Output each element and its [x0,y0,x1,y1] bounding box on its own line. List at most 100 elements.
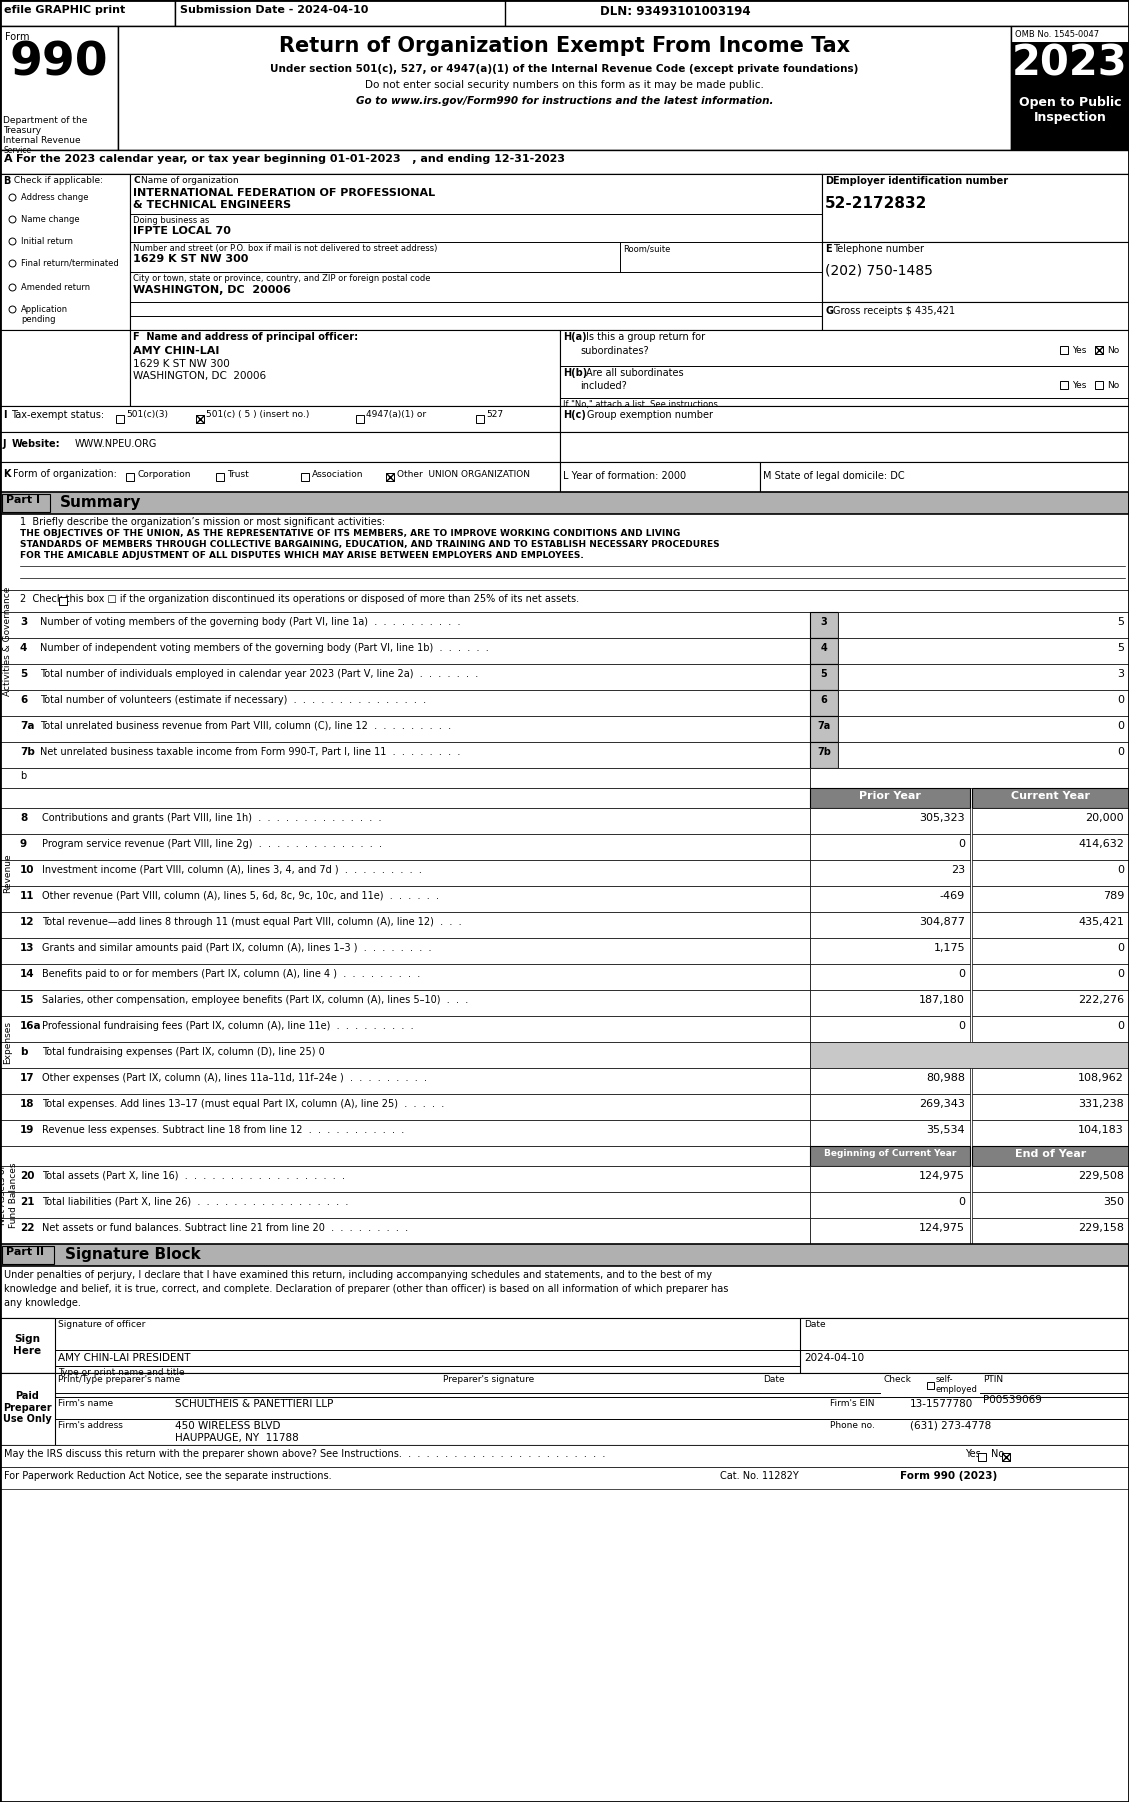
Text: Are all subordinates: Are all subordinates [586,368,684,378]
Bar [356,414,364,423]
Text: Beginning of Current Year: Beginning of Current Year [824,1150,956,1159]
Bar [0,0,1129,25]
Bar [0,768,809,787]
Bar [1010,25,1129,150]
Bar [972,989,1129,1016]
Text: No: No [1108,380,1119,389]
Text: 80,988: 80,988 [926,1072,965,1083]
Text: Total fundraising expenses (Part IX, column (D), line 25) 0: Total fundraising expenses (Part IX, col… [42,1047,325,1058]
Bar [838,663,1129,690]
Text: Form of organization:: Form of organization: [14,469,117,479]
Text: Salaries, other compensation, employee benefits (Part IX, column (A), lines 5–10: Salaries, other compensation, employee b… [42,995,469,1006]
Bar [809,964,970,989]
Text: Name change: Name change [21,214,80,223]
Bar [972,860,1129,887]
Bar [0,787,809,807]
Bar [0,989,809,1016]
Bar [822,241,1129,303]
Text: Doing business as: Doing business as [133,216,209,225]
Text: included?: included? [580,380,627,391]
Text: Name of organization: Name of organization [141,177,238,186]
Text: 5: 5 [821,669,828,679]
Bar [972,887,1129,912]
Text: Firm's EIN: Firm's EIN [830,1398,875,1407]
Bar [972,1166,1129,1191]
Bar [2,1245,54,1263]
Text: 0: 0 [1117,942,1124,953]
Bar [0,1191,809,1218]
Text: Firm's name: Firm's name [58,1398,113,1407]
Bar [0,638,809,663]
Bar [59,596,67,605]
Text: A: A [5,153,12,164]
Text: 4: 4 [821,643,828,652]
Bar [809,1166,970,1191]
Text: WASHINGTON, DC  20006: WASHINGTON, DC 20006 [133,285,291,296]
Bar [972,1121,1129,1146]
Text: Signature Block: Signature Block [65,1247,201,1261]
Bar [0,1069,809,1094]
Text: 331,238: 331,238 [1078,1099,1124,1108]
Text: L Year of formation: 2000: L Year of formation: 2000 [563,470,686,481]
Bar [972,1146,1129,1166]
Text: PTIN: PTIN [983,1375,1004,1384]
Bar [130,330,560,405]
Bar [838,690,1129,715]
Text: 21: 21 [20,1197,35,1207]
Bar [809,787,970,807]
Text: Group exemption number: Group exemption number [587,411,714,420]
Text: City or town, state or province, country, and ZIP or foreign postal code: City or town, state or province, country… [133,274,430,283]
Text: 13-1577780: 13-1577780 [910,1398,973,1409]
Bar [116,414,124,423]
Text: 52-2172832: 52-2172832 [825,196,927,211]
Bar [130,175,822,330]
Bar [0,1317,55,1373]
Text: Total number of volunteers (estimate if necessary)  .  .  .  .  .  .  .  .  .  .: Total number of volunteers (estimate if … [40,696,426,705]
Bar [0,1445,1129,1467]
Bar [0,1218,809,1243]
Bar [838,638,1129,663]
Text: 0: 0 [1117,1022,1124,1031]
Bar [126,472,134,481]
Text: 0: 0 [1117,696,1124,705]
Text: AMY CHIN-LAI PRESIDENT: AMY CHIN-LAI PRESIDENT [58,1353,191,1362]
Text: No: No [991,1449,1005,1460]
Text: 22: 22 [20,1224,35,1233]
Bar [809,1191,970,1218]
Text: 414,632: 414,632 [1078,840,1124,849]
Text: 501(c) ( 5 ) (insert no.): 501(c) ( 5 ) (insert no.) [205,411,309,420]
Text: b: b [20,771,26,780]
Bar [1060,380,1068,389]
Text: Other expenses (Part IX, column (A), lines 11a–11d, 11f–24e )  .  .  .  .  .  . : Other expenses (Part IX, column (A), lin… [42,1072,427,1083]
Text: For Paperwork Reduction Act Notice, see the separate instructions.: For Paperwork Reduction Act Notice, see … [5,1470,332,1481]
Text: End of Year: End of Year [1015,1150,1086,1159]
Text: 4: 4 [20,643,27,652]
Text: THE OBJECTIVES OF THE UNION, AS THE REPRESENTATIVE OF ITS MEMBERS, ARE TO IMPROV: THE OBJECTIVES OF THE UNION, AS THE REPR… [20,530,681,539]
Bar [972,1094,1129,1121]
Bar [386,472,394,481]
Text: D: D [825,177,833,186]
Text: 304,877: 304,877 [919,917,965,926]
Text: 0: 0 [1117,721,1124,732]
Text: INTERNATIONAL FEDERATION OF PROFESSIONAL: INTERNATIONAL FEDERATION OF PROFESSIONAL [133,187,435,198]
Text: 10: 10 [20,865,35,876]
Bar [972,787,1129,807]
Text: AMY CHIN-LAI: AMY CHIN-LAI [133,346,219,357]
Bar [809,1069,970,1094]
Bar [0,1094,809,1121]
Text: Room/suite: Room/suite [623,243,671,252]
Text: Check: Check [883,1375,911,1384]
Bar [972,807,1129,834]
Text: Total liabilities (Part X, line 26)  .  .  .  .  .  .  .  .  .  .  .  .  .  .  .: Total liabilities (Part X, line 26) . . … [42,1197,349,1207]
Bar [301,472,309,481]
Bar [0,150,1129,175]
Bar [0,432,560,461]
Text: 2023: 2023 [1012,41,1128,85]
Bar [809,912,970,939]
Bar [0,0,175,25]
Bar [0,715,809,742]
Bar [0,1373,1129,1445]
Text: 269,343: 269,343 [919,1099,965,1108]
Text: Program service revenue (Part VIII, line 2g)  .  .  .  .  .  .  .  .  .  .  .  .: Program service revenue (Part VIII, line… [42,840,382,849]
Text: 18: 18 [20,1099,35,1108]
